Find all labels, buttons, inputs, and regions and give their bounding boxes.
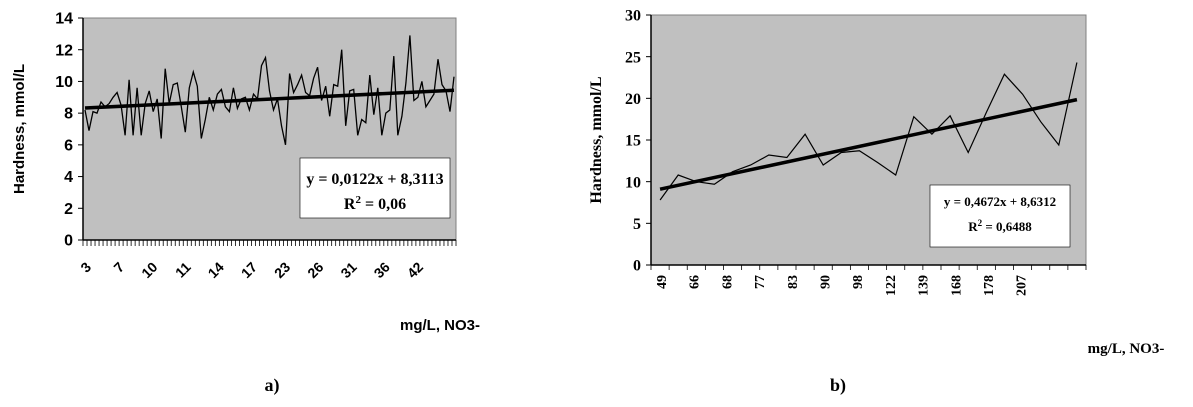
chart-b-ylabel: Hardness, mmol/L bbox=[588, 76, 605, 203]
chart-b-r2-value: = 0,6488 bbox=[982, 219, 1032, 234]
chart-b-y-tick-label: 25 bbox=[625, 49, 641, 66]
chart-a-x-tick-label: 7 bbox=[110, 259, 127, 276]
chart-a-r-squared: R2 = 0,06 bbox=[344, 194, 406, 213]
chart-b-r2-sup: 2 bbox=[978, 218, 983, 228]
chart-a-ylabel: Hardness, mmol/L bbox=[11, 64, 28, 194]
chart-b-r2-prefix: R bbox=[968, 219, 978, 234]
chart-a-x-tick-label: 14 bbox=[205, 259, 227, 281]
chart-a-x-tick-label: 3 bbox=[77, 259, 94, 276]
chart-a-x-tick-label: 23 bbox=[271, 259, 293, 281]
chart-a-y-tick-label: 10 bbox=[55, 74, 73, 91]
chart-b-x-tick-labels: 49 66 68 77 83 90 98 122 139 168 178 207 bbox=[655, 275, 1030, 296]
chart-a-y-tick-label: 8 bbox=[64, 106, 73, 123]
chart-b-x-tick-label: 178 bbox=[982, 275, 997, 296]
chart-a-x-tick-label: 17 bbox=[238, 259, 260, 281]
chart-b-equation-box bbox=[929, 184, 1071, 248]
chart-b-x-tick-label: 49 bbox=[655, 275, 670, 289]
chart-a-trendline-label: y = 0,0122x + 8,3113 R2 = 0,06 bbox=[299, 157, 451, 219]
chart-b-y-tick-label: 20 bbox=[625, 91, 641, 108]
chart-a-y-tick-label: 4 bbox=[64, 169, 73, 186]
chart-b-x-tick-label: 68 bbox=[720, 275, 735, 289]
chart-b-x-tick-label: 77 bbox=[753, 275, 768, 289]
chart-a: 0 2 4 6 8 10 12 14 3 7 10 11 14 17 23 26 31 36 42 y = 0,0… bbox=[11, 11, 480, 396]
chart-b-x-tick-label: 168 bbox=[949, 275, 964, 296]
chart-b-r-squared: R2 = 0,6488 bbox=[968, 218, 1032, 234]
chart-b-x-tick-label: 122 bbox=[884, 275, 899, 296]
chart-a-y-tick-label: 0 bbox=[64, 233, 73, 250]
chart-b-y-tick-label: 0 bbox=[633, 258, 641, 275]
chart-a-equation: y = 0,0122x + 8,3113 bbox=[306, 171, 443, 188]
chart-a-x-tick-label: 10 bbox=[138, 259, 160, 281]
chart-b-x-tick-label: 207 bbox=[1015, 275, 1030, 296]
chart-b-trendline-label: y = 0,4672x + 8,6312 R2 = 0,6488 bbox=[929, 184, 1071, 248]
chart-b: 0 5 10 15 20 25 30 49 66 68 77 83 90 98 122 139 168 178 2… bbox=[588, 8, 1164, 396]
chart-a-x-ticks bbox=[82, 240, 457, 246]
chart-b-trendline bbox=[659, 97, 1078, 191]
chart-a-series-line bbox=[84, 35, 455, 146]
chart-b-equation: y = 0,4672x + 8,6312 bbox=[944, 194, 1056, 209]
chart-b-y-tick-label: 15 bbox=[625, 133, 641, 150]
chart-b-y-tick-label: 5 bbox=[633, 216, 641, 233]
chart-a-panel-label: a) bbox=[265, 375, 280, 396]
chart-b-series bbox=[659, 62, 1078, 201]
chart-a-y-tick-label: 2 bbox=[64, 201, 73, 218]
chart-b-xlabel: mg/L, NO3- bbox=[1088, 341, 1165, 357]
chart-a-x-tick-label: 31 bbox=[337, 259, 359, 281]
chart-b-y-tick-label: 30 bbox=[625, 8, 641, 25]
chart-a-r2-prefix: R bbox=[344, 196, 356, 213]
chart-a-x-tick-label: 36 bbox=[371, 259, 393, 281]
chart-a-y-tick-label: 14 bbox=[55, 11, 73, 28]
chart-b-panel-label: b) bbox=[830, 375, 846, 396]
chart-a-y-ticks: 0 2 4 6 8 10 12 14 bbox=[55, 11, 83, 250]
chart-a-series bbox=[84, 35, 455, 146]
chart-a-equation-box bbox=[299, 157, 451, 219]
chart-a-x-tick-label: 11 bbox=[172, 259, 194, 281]
chart-b-y-tick-label: 10 bbox=[625, 174, 641, 191]
chart-a-r2-value: = 0,06 bbox=[361, 196, 406, 213]
chart-b-x-tick-label: 83 bbox=[786, 275, 801, 289]
chart-a-x-tick-label: 42 bbox=[404, 259, 426, 281]
chart-b-x-ticks bbox=[650, 265, 1087, 270]
chart-b-x-tick-label: 66 bbox=[688, 275, 703, 289]
chart-a-x-tick-label: 26 bbox=[304, 259, 326, 281]
chart-a-trendline bbox=[84, 88, 455, 110]
chart-a-x-tick-labels: 3 7 10 11 14 17 23 26 31 36 42 bbox=[77, 259, 426, 281]
chart-b-y-ticks: 0 5 10 15 20 25 30 bbox=[625, 8, 651, 275]
chart-a-xlabel: mg/L, NO3- bbox=[400, 317, 480, 334]
chart-b-x-tick-label: 90 bbox=[819, 275, 834, 289]
chart-a-y-tick-label: 6 bbox=[64, 137, 73, 154]
chart-a-y-tick-label: 12 bbox=[55, 42, 73, 59]
chart-b-x-tick-label: 98 bbox=[851, 275, 866, 289]
chart-b-x-tick-label: 139 bbox=[917, 275, 932, 296]
chart-a-r2-sup: 2 bbox=[355, 194, 361, 206]
